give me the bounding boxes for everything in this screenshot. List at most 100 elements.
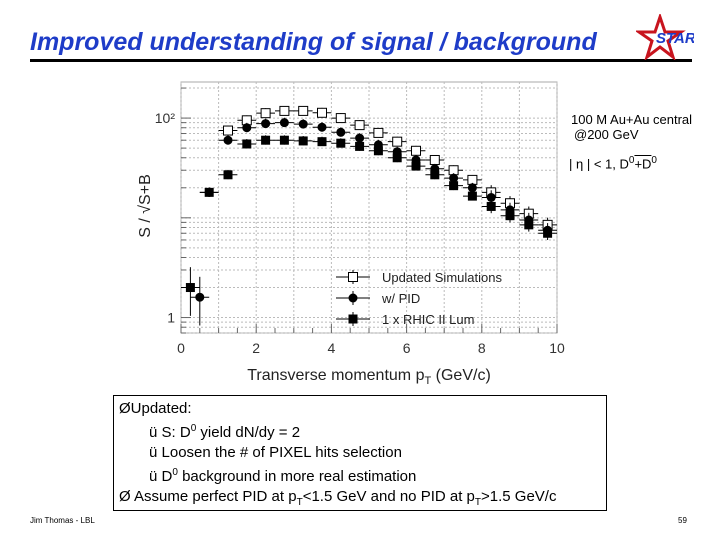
data-point xyxy=(411,145,421,156)
data-point xyxy=(317,137,327,147)
data-point xyxy=(543,228,553,238)
data-point xyxy=(373,146,383,156)
x-axis-label: Transverse momentum pT (GeV/c) xyxy=(247,367,491,387)
sb-chart: 0 2 4 6 8 10 1 10² Updated Simulations w/ PID 1 x… xyxy=(137,81,565,387)
data-point xyxy=(486,192,496,202)
data-point xyxy=(223,125,233,136)
x-axis-label-main: Transverse momentum p xyxy=(247,367,424,384)
star-logo-icon xyxy=(634,12,686,62)
data-point xyxy=(223,170,233,180)
data-point xyxy=(317,122,327,132)
x-axis-label-unit: (GeV/c) xyxy=(431,367,491,384)
data-point xyxy=(298,136,308,146)
data-point xyxy=(242,123,252,133)
notes-item-pid-b: <1.5 GeV and no PID at p xyxy=(302,488,475,505)
data-point xyxy=(411,161,421,171)
y-tick-label: 1 xyxy=(167,310,175,326)
data-point xyxy=(449,173,459,183)
data-point xyxy=(261,119,271,129)
slide-title: Improved understanding of signal / backg… xyxy=(30,28,597,56)
annotation-cuts-sup1: 0 xyxy=(628,155,635,166)
legend-label: 1 x RHIC II Lum xyxy=(382,312,474,327)
legend-marker xyxy=(348,272,358,282)
title-divider xyxy=(30,59,692,62)
data-point xyxy=(467,183,477,193)
data-point xyxy=(223,135,233,145)
data-point xyxy=(185,283,195,293)
data-point xyxy=(335,113,346,124)
data-point xyxy=(279,118,289,128)
legend-label: w/ PID xyxy=(381,291,420,306)
notes-item-pid: Ø Assume perfect PID at pT<1.5 GeV and n… xyxy=(119,487,606,513)
x-tick-label: 4 xyxy=(328,340,336,356)
data-point xyxy=(486,201,496,211)
notes-item-signal-sup: 0 xyxy=(190,423,197,434)
axis-ticks: 0 2 4 6 8 10 1 10² xyxy=(155,87,565,356)
notes-item-pixel: ü Loosen the # of PIXEL hits selection xyxy=(149,444,402,461)
data-point xyxy=(392,153,402,163)
notes-item-signal: ü S: D0 yield dN/dy = 2 xyxy=(119,419,606,443)
notes-item-signal-b: yield dN/dy = 2 xyxy=(196,424,301,441)
data-point xyxy=(373,127,384,138)
data-point xyxy=(336,138,346,148)
notes-item-pid-c: >1.5 GeV/c xyxy=(481,488,557,505)
logo-text: STAR xyxy=(656,30,694,47)
data-point xyxy=(279,105,290,116)
notes-item-signal-a: ü S: D xyxy=(149,424,191,441)
legend-marker xyxy=(348,293,358,303)
data-point xyxy=(449,181,459,191)
x-tick-label: 6 xyxy=(403,340,411,356)
x-tick-label: 10 xyxy=(549,340,565,356)
data-series xyxy=(181,105,557,326)
series-filled-square xyxy=(181,135,557,316)
grid-lines xyxy=(180,82,558,334)
notes-item-background: ü D0 background in more real estimation xyxy=(119,463,606,487)
y-tick-label: 10² xyxy=(155,110,176,126)
series-filled-circle xyxy=(190,117,557,326)
data-point xyxy=(317,107,327,118)
series-open-square xyxy=(218,105,557,232)
y-axis-label: S / √S+B xyxy=(137,174,154,237)
data-point xyxy=(505,211,515,221)
legend: Updated Simulations w/ PID 1 x RHIC II Lum xyxy=(336,270,502,327)
annotation-cuts-a: | η | < 1, D xyxy=(569,156,629,172)
x-axis-label-sub: T xyxy=(424,375,431,387)
notes-item-pid-a: Ø Assume perfect PID at p xyxy=(119,488,297,505)
x-tick-label: 2 xyxy=(252,340,260,356)
footer-author: Jim Thomas - LBL xyxy=(30,516,95,525)
data-point xyxy=(298,119,308,129)
data-point xyxy=(429,154,440,165)
data-point xyxy=(354,120,365,131)
data-point xyxy=(204,187,214,197)
notes-item-background-b: background in more real estimation xyxy=(177,468,417,485)
data-point xyxy=(260,108,271,119)
annotation-cuts-sup2: 0 xyxy=(651,155,657,166)
notes-item-pid-sub1: T xyxy=(296,497,303,508)
star-logo: STAR xyxy=(634,12,696,62)
legend-marker xyxy=(348,314,358,324)
data-point xyxy=(524,220,534,230)
data-point xyxy=(336,127,346,137)
data-point xyxy=(195,292,205,302)
annotation-cuts: | η | < 1, D0+D0 xyxy=(569,155,657,171)
data-point xyxy=(392,136,403,147)
annotation-energy: @200 GeV xyxy=(574,127,639,142)
notes-item-pid-sub2: T xyxy=(474,497,481,508)
notes-heading: ØUpdated: xyxy=(119,400,192,417)
annotation-dataset: 100 M Au+Au central xyxy=(571,112,693,127)
notes-item-background-a: ü D xyxy=(149,468,173,485)
data-point xyxy=(298,105,309,116)
data-point xyxy=(279,135,289,145)
data-point xyxy=(355,133,365,143)
data-point xyxy=(430,170,440,180)
page-number: 59 xyxy=(678,516,687,525)
data-point xyxy=(261,135,271,145)
data-point xyxy=(355,141,365,151)
x-tick-label: 0 xyxy=(177,340,185,356)
notes-box: ØUpdated: ü S: D0 yield dN/dy = 2 ü Loos… xyxy=(113,395,607,511)
x-tick-label: 8 xyxy=(478,340,486,356)
data-point xyxy=(242,139,252,149)
data-point xyxy=(467,191,477,201)
notes-item-background-sup: 0 xyxy=(172,467,178,478)
annotation-cuts-b: +D xyxy=(634,156,652,172)
